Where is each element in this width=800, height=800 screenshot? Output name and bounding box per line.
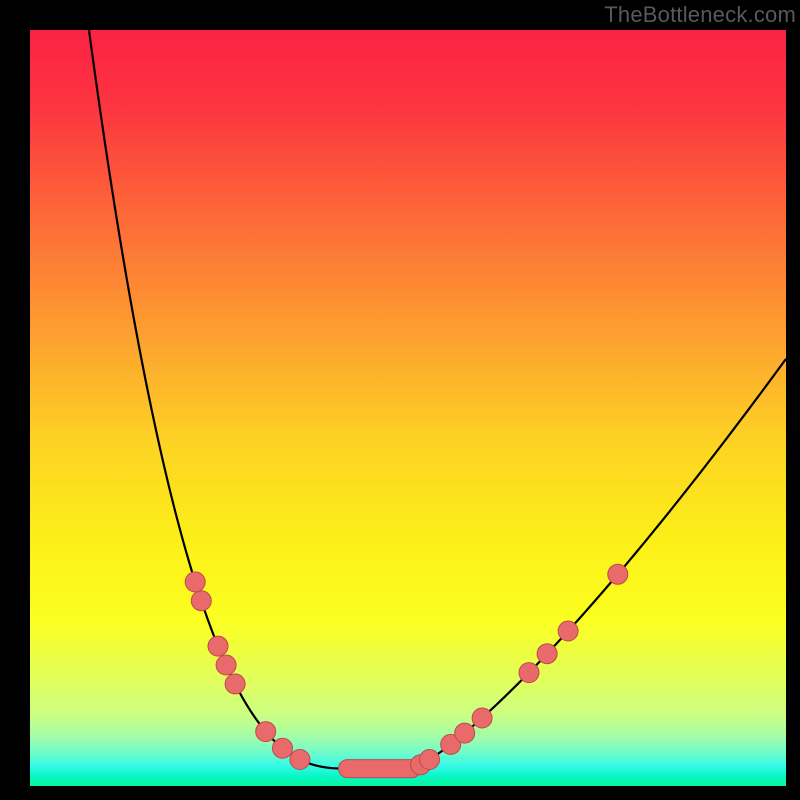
data-marker [216, 655, 236, 675]
data-marker [519, 663, 539, 683]
data-marker [455, 723, 475, 743]
data-marker [191, 591, 211, 611]
data-marker [290, 750, 310, 770]
data-marker [420, 750, 440, 770]
valley-bar-marker [339, 760, 421, 778]
data-marker [225, 674, 245, 694]
data-marker [608, 564, 628, 584]
data-marker [472, 708, 492, 728]
watermark-text: TheBottleneck.com [604, 2, 796, 28]
data-marker [256, 722, 276, 742]
data-marker [208, 636, 228, 656]
data-marker [537, 644, 557, 664]
bottleneck-chart [30, 30, 786, 786]
data-marker [273, 738, 293, 758]
data-marker [185, 572, 205, 592]
data-marker [558, 621, 578, 641]
